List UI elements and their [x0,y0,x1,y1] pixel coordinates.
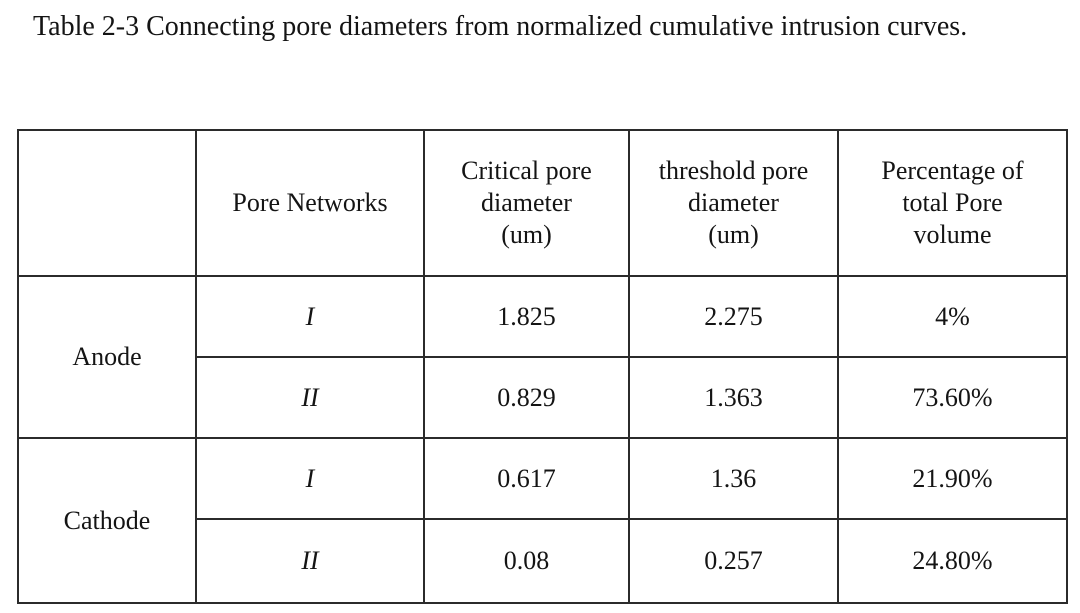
header-critical-pore-diameter: Critical pore diameter (um) [423,129,630,277]
cell-anode-2-percentage: 73.60% [837,356,1068,439]
table-row-anode-1: Anode I 1.825 2.275 4% [17,275,1068,439]
table-row-anode-2: II 0.829 1.363 73.60% [18,356,1068,439]
cell-anode-2-threshold: 1.363 [628,356,839,439]
group-label-anode: Anode [17,275,197,439]
table-row-cathode-2: II 0.08 0.257 24.80% [18,518,1068,604]
cell-anode-2-network: II [195,356,425,439]
cell-cathode-2-threshold: 0.257 [628,518,839,604]
cell-cathode-1-threshold: 1.36 [628,437,839,520]
cell-cathode-1-network: I [195,437,425,520]
cell-cathode-2-percentage: 24.80% [837,518,1068,604]
cell-anode-1-critical: 1.825 [423,275,630,358]
cell-anode-1-threshold: 2.275 [628,275,839,358]
table-caption: Table 2-3 Connecting pore diameters from… [33,11,968,42]
table-header-row: Pore Networks Critical pore diameter (um… [17,129,1068,277]
cell-anode-1-percentage: 4% [837,275,1068,358]
header-empty [17,129,197,277]
cell-anode-2-critical: 0.829 [423,356,630,439]
cell-cathode-2-network: II [195,518,425,604]
cell-cathode-1-critical: 0.617 [423,437,630,520]
header-threshold-pore-diameter: threshold pore diameter (um) [628,129,839,277]
cell-anode-1-network: I [195,275,425,358]
table-row-cathode-1: Cathode I 0.617 1.36 21.90% [17,437,1068,604]
header-percentage-total-pore-volume: Percentage of total Pore volume [837,129,1068,277]
cell-cathode-2-critical: 0.08 [423,518,630,604]
cell-cathode-1-percentage: 21.90% [837,437,1068,520]
pore-diameter-table: Pore Networks Critical pore diameter (um… [17,129,1068,604]
header-pore-networks: Pore Networks [195,129,425,277]
group-label-cathode: Cathode [17,437,197,604]
